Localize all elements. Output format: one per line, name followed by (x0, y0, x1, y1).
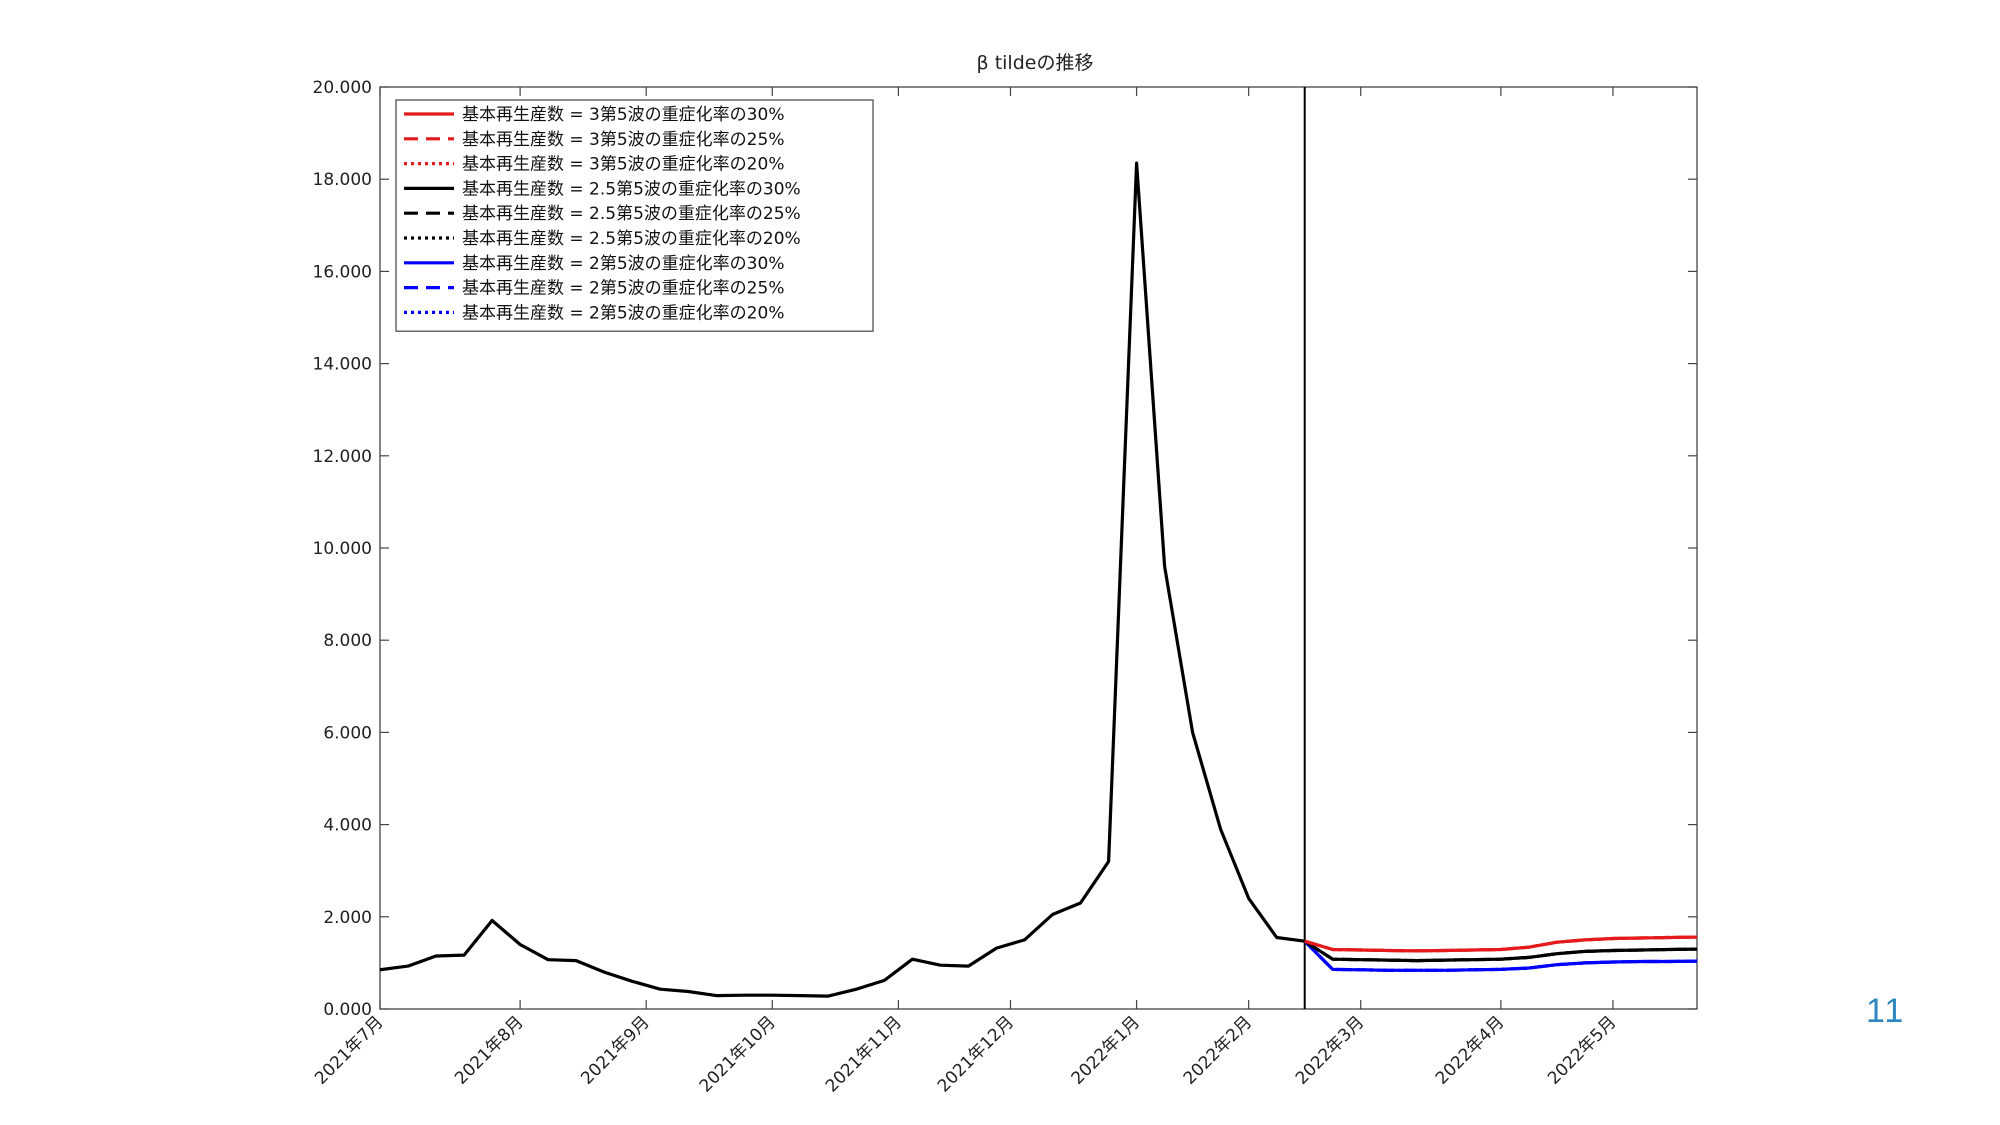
y-tick-label: 0.000 (323, 1000, 372, 1020)
legend-label: 基本再生産数 = 2第5波の重症化率の30% (462, 254, 784, 274)
x-tick-label: 2021年9月 (577, 1012, 653, 1088)
legend-label: 基本再生産数 = 3第5波の重症化率の20% (462, 155, 784, 175)
legend-label: 基本再生産数 = 2第5波の重症化率の20% (462, 303, 784, 323)
y-tick-label: 4.000 (323, 816, 372, 836)
x-tick-label: 2021年7月 (311, 1012, 387, 1088)
x-tick-label: 2021年8月 (451, 1012, 527, 1088)
legend-label: 基本再生産数 = 3第5波の重症化率の25% (462, 130, 784, 150)
legend-label: 基本再生産数 = 3第5波の重症化率の30% (462, 105, 784, 125)
page-number: 11 (1866, 992, 1906, 1030)
y-tick-label: 14.000 (313, 355, 372, 375)
y-tick-label: 18.000 (313, 170, 372, 190)
x-tick-label: 2022年2月 (1180, 1012, 1256, 1088)
chart-title: β tildeの推移 (977, 52, 1094, 74)
x-tick-label: 2022年5月 (1544, 1012, 1620, 1088)
legend-label: 基本再生産数 = 2.5第5波の重症化率の25% (462, 204, 801, 224)
series-line-7 (1303, 940, 1698, 972)
series-line-8 (1303, 940, 1698, 972)
x-tick-label: 2022年4月 (1432, 1012, 1508, 1088)
series-line-3 (1304, 935, 1698, 953)
legend-label: 基本再生産数 = 2.5第5波の重症化率の20% (462, 229, 801, 249)
history-line (379, 161, 1305, 998)
x-tick-label: 2022年1月 (1068, 1012, 1144, 1088)
x-tick-label: 2021年10月 (696, 1012, 780, 1096)
legend-label: 基本再生産数 = 2.5第5波の重症化率の30% (462, 179, 801, 199)
x-tick-label: 2021年12月 (934, 1012, 1018, 1096)
series-line-2 (1304, 935, 1698, 953)
y-tick-label: 12.000 (313, 447, 372, 467)
y-tick-label: 8.000 (323, 631, 372, 651)
legend-label: 基本再生産数 = 2第5波の重症化率の25% (462, 279, 784, 299)
y-tick-label: 2.000 (323, 908, 372, 928)
legend-box (395, 99, 874, 332)
series-line-9 (1303, 940, 1698, 972)
series-line-6 (1303, 939, 1698, 963)
y-tick-label: 20.000 (313, 78, 372, 98)
x-tick-label: 2022年3月 (1292, 1012, 1368, 1088)
y-tick-label: 16.000 (313, 262, 372, 282)
y-tick-label: 6.000 (323, 723, 372, 743)
x-tick-label: 2021年11月 (822, 1012, 906, 1096)
y-tick-label: 10.000 (313, 539, 372, 559)
